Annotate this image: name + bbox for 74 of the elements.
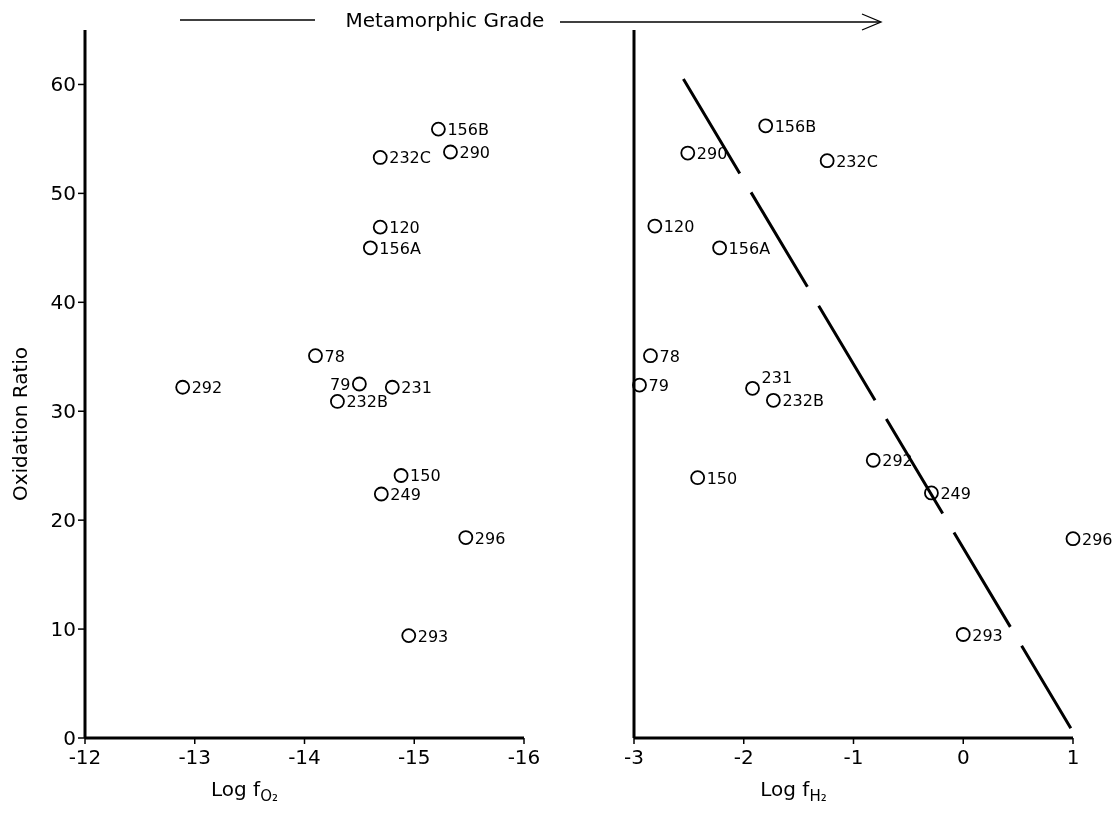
annotation: 290 <box>459 142 491 162</box>
y-tick-label: 60 <box>50 72 76 97</box>
x-axis-title: Log f$_{H₂}$ <box>760 777 827 806</box>
y-tick-label: 10 <box>50 617 76 642</box>
point <box>712 240 727 256</box>
annotation: 78 <box>324 346 345 366</box>
point <box>443 144 458 160</box>
point <box>372 219 388 235</box>
annotation: 150 <box>410 466 441 486</box>
point <box>372 150 388 165</box>
annotation: 156A <box>379 238 421 258</box>
point <box>373 486 389 502</box>
annotation: 120 <box>663 217 695 237</box>
annotation: 232C <box>389 148 431 168</box>
annotation: 120 <box>389 218 420 238</box>
annotation: 156B <box>447 120 489 140</box>
y-tick-label: 30 <box>50 399 76 424</box>
y-tick-label: 40 <box>50 290 76 315</box>
point <box>401 628 417 643</box>
point <box>924 485 939 501</box>
annotation: 231 <box>401 378 432 398</box>
point <box>362 240 378 256</box>
annotation: 232C <box>836 151 878 171</box>
annotation: 78 <box>659 346 680 366</box>
point <box>351 376 367 392</box>
point <box>643 348 658 364</box>
point <box>745 380 760 396</box>
annotation: 296 <box>474 528 506 548</box>
annotation: 296 <box>1082 529 1113 549</box>
annotation: 249 <box>390 485 421 505</box>
x-tick-label: -3 <box>624 745 644 769</box>
annotation: 293 <box>972 625 1003 645</box>
annotation: 231 <box>761 368 793 388</box>
point <box>632 377 647 393</box>
x-tick-label: -2 <box>733 745 754 769</box>
point <box>308 348 323 364</box>
annotation: 232B <box>346 392 388 412</box>
point <box>1065 531 1081 547</box>
annotation: 150 <box>706 468 738 488</box>
annotation: 156B <box>774 116 817 136</box>
point <box>865 452 881 468</box>
point <box>765 392 781 408</box>
point <box>955 627 971 642</box>
point <box>458 530 474 545</box>
annotation: 292 <box>191 378 223 398</box>
y-tick-label: 20 <box>50 508 76 533</box>
x-tick-label: -16 <box>507 745 541 769</box>
point <box>690 470 706 486</box>
annotation: 290 <box>696 144 728 164</box>
point <box>647 218 663 234</box>
point <box>175 379 191 395</box>
x-tick-label: 0 <box>956 745 970 769</box>
annotation: 232B <box>782 391 824 411</box>
point <box>384 379 400 395</box>
y-axis-title: Oxidation Ratio <box>8 346 32 502</box>
annotation: 156A <box>728 238 771 258</box>
point <box>819 153 835 169</box>
y-tick-label: 50 <box>50 181 76 206</box>
chart-title: Metamorphic Grade <box>345 8 545 32</box>
x-tick-label: 1 <box>1066 745 1080 769</box>
point <box>393 468 409 483</box>
annotation: 293 <box>417 626 449 646</box>
point <box>758 118 774 134</box>
x-tick-label: -13 <box>178 745 212 769</box>
x-axis-title: Log f$_{O₂}$ <box>211 777 278 806</box>
x-tick-label: -14 <box>288 745 321 769</box>
x-tick-label: -1 <box>843 745 864 769</box>
point <box>680 145 696 161</box>
annotation: 79 <box>648 376 669 396</box>
annotation: 79 <box>330 375 351 394</box>
point <box>330 394 345 409</box>
x-tick-label: -15 <box>397 745 431 769</box>
point <box>430 121 446 137</box>
annotation: 249 <box>940 483 971 503</box>
